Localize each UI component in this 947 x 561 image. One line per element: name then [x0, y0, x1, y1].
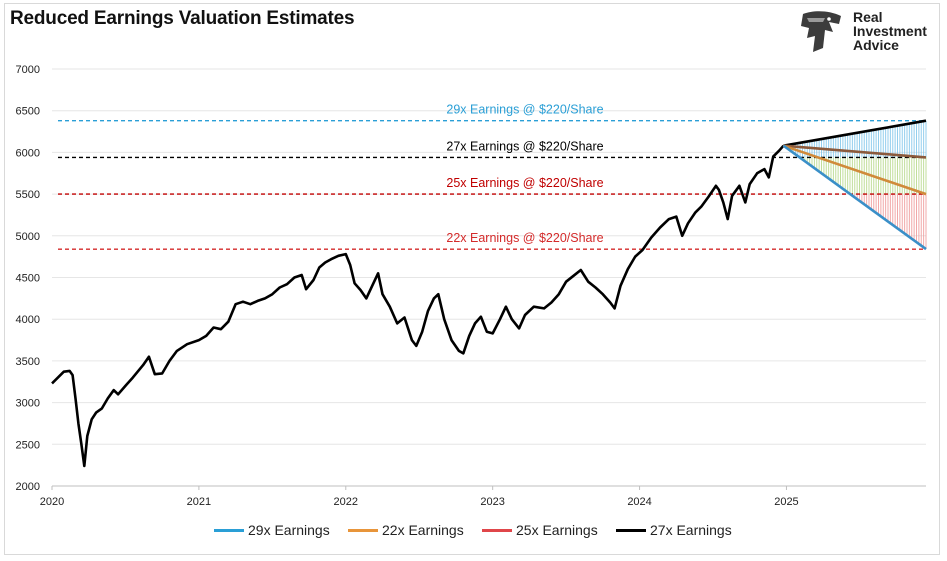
projection-line [783, 119, 927, 147]
projection-line [783, 144, 927, 196]
legend-label: 27x Earnings [650, 522, 732, 538]
projection-line [782, 144, 927, 251]
legend-item: 25x Earnings [482, 522, 598, 538]
logo-line-1: Real [853, 9, 883, 25]
y-tick-label: 4000 [16, 314, 40, 326]
legend-item: 27x Earnings [616, 522, 732, 538]
logo-line-3: Advice [853, 37, 899, 53]
y-axis: 2000 2500 3000 3500 4000 4500 5000 5500 6000 6500… [16, 64, 40, 493]
x-tick-label: 2024 [627, 496, 651, 508]
legend-swatch [214, 528, 244, 532]
y-tick-label: 3000 [16, 398, 40, 410]
legend-item: 29x Earnings [214, 522, 330, 538]
legend-swatch [482, 528, 512, 532]
x-tick-label: 2022 [334, 496, 358, 508]
brand-logo: Real Investment Advice [797, 8, 937, 56]
logo-line-2: Investment [853, 23, 927, 39]
y-tick-label: 5000 [16, 231, 40, 243]
legend-swatch [348, 528, 378, 532]
sp500-price-line [51, 144, 785, 468]
reference-lines: 29x Earnings @ $220/Share 27x Earnings @ … [58, 103, 926, 250]
y-tick-label: 2000 [16, 481, 40, 493]
series-lines [51, 119, 927, 468]
chart-legend: 29x Earnings 22x Earnings 25x Earnings 27x … [0, 522, 947, 546]
y-tick-label: 7000 [16, 64, 40, 76]
legend-swatch [616, 528, 646, 532]
reference-line-label: 22x Earnings @ $220/Share [446, 231, 603, 245]
y-tick-label: 2500 [16, 439, 40, 451]
chart-plot: 2000 2500 3000 3500 4000 4500 5000 5500 6000 6500… [16, 64, 927, 508]
chart-frame [4, 3, 940, 555]
y-tick-label: 3500 [16, 356, 40, 368]
projection-fan [785, 120, 927, 250]
y-tick-label: 6000 [16, 147, 40, 159]
legend-item: 22x Earnings [348, 522, 464, 538]
legend-label: 29x Earnings [248, 522, 330, 538]
x-tick-label: 2020 [40, 496, 64, 508]
x-tick-label: 2025 [774, 496, 798, 508]
grid-lines [52, 68, 926, 487]
y-tick-label: 5500 [16, 189, 40, 201]
reference-line-label: 27x Earnings @ $220/Share [446, 139, 603, 153]
legend-label: 22x Earnings [382, 522, 464, 538]
x-axis: 2020 2021 2022 2023 2024 2025 [40, 485, 926, 508]
x-tick-label: 2023 [480, 496, 504, 508]
eagle-head-icon [801, 11, 841, 52]
logo-text: Real Investment Advice [853, 10, 927, 52]
y-tick-label: 4500 [16, 273, 40, 285]
x-tick-label: 2021 [187, 496, 211, 508]
legend-label: 25x Earnings [516, 522, 598, 538]
chart-title: Reduced Earnings Valuation Estimates [10, 8, 355, 29]
reference-line-label: 29x Earnings @ $220/Share [446, 103, 603, 117]
reference-line-label: 25x Earnings @ $220/Share [446, 176, 603, 190]
y-tick-label: 6500 [16, 106, 40, 118]
projection-line [783, 144, 927, 159]
